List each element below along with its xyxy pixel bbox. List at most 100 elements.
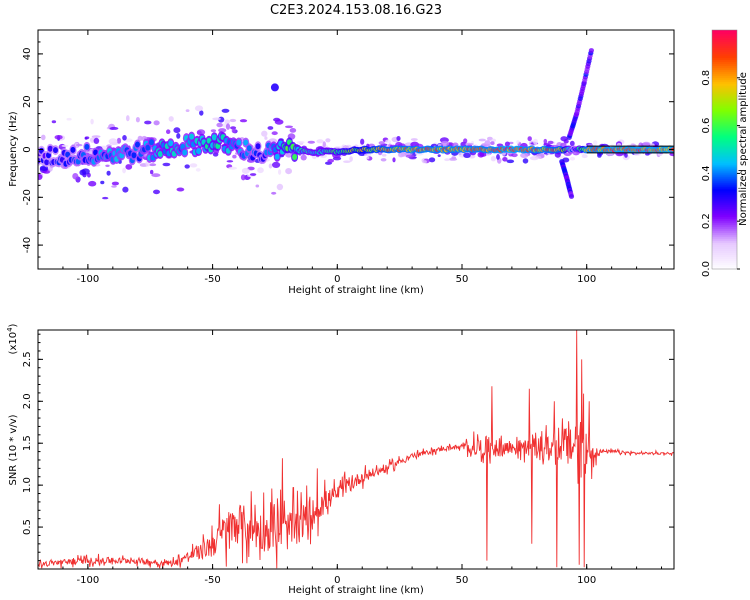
- heatmap-cell: [327, 158, 335, 163]
- heatmap-cell: [53, 147, 58, 154]
- heatmap-cell: [131, 152, 137, 159]
- heatmap-cell: [289, 127, 297, 133]
- heatmap-cell: [307, 140, 315, 144]
- colorbar-segment: [712, 85, 737, 89]
- heatmap-cell: [490, 156, 496, 162]
- heatmap-cell: [105, 164, 110, 167]
- heatmap-cell: [385, 139, 392, 144]
- heatmap-cell: [212, 117, 222, 121]
- heatmap-cell: [241, 167, 250, 174]
- colorbar-segment: [712, 179, 737, 182]
- heatmap-cell: [102, 196, 109, 200]
- colorbar-segment: [712, 171, 737, 174]
- colorbar-segment: [712, 113, 737, 117]
- colorbar-segment: [712, 259, 737, 262]
- colorbar-segment: [712, 101, 737, 105]
- heatmap-cell: [285, 168, 292, 175]
- heatmap-cell: [225, 123, 231, 130]
- bottom-plot-frame: [37, 329, 675, 570]
- y-tick-label: -20: [22, 189, 33, 205]
- heatmap-cell: [345, 144, 352, 149]
- colorbar-segment: [712, 135, 737, 139]
- heatmap-cell: [93, 137, 100, 144]
- heatmap-cell: [516, 140, 520, 144]
- x-tick-label: -50: [204, 274, 220, 285]
- colorbar-segment: [712, 51, 737, 55]
- heatmap-cell: [292, 154, 298, 160]
- x-tick-label: 50: [456, 274, 469, 285]
- colorbar-segment: [712, 227, 737, 230]
- heatmap-cell: [322, 141, 326, 148]
- heatmap-cell: [210, 129, 217, 133]
- heatmap-cell: [149, 163, 157, 167]
- colorbar-segment: [712, 201, 737, 204]
- heatmap-cell: [593, 140, 598, 146]
- colorbar-segment: [712, 91, 737, 95]
- heatmap-cell: [440, 140, 450, 147]
- heatmap-cell: [448, 157, 458, 161]
- heatmap-cell: [529, 156, 539, 161]
- colorbar-segment: [712, 233, 737, 236]
- heatmap-cell: [569, 156, 576, 161]
- colorbar-segment: [712, 231, 737, 234]
- heatmap-cell: [360, 138, 365, 145]
- y-tick-label: 0.5: [22, 519, 33, 535]
- colorbar-segment: [712, 103, 737, 107]
- heatmap-cell: [270, 83, 279, 92]
- snr-line-series: [38, 330, 674, 569]
- colorbar-segment: [712, 245, 737, 248]
- multiplier-close: ): [8, 323, 19, 327]
- colorbar-tick-label: 0.0: [701, 261, 712, 277]
- heatmap-cell: [560, 136, 568, 142]
- colorbar-segment: [712, 181, 737, 184]
- heatmap-cell: [504, 141, 510, 147]
- colorbar-segment: [712, 99, 737, 103]
- colorbar-segment: [712, 267, 737, 270]
- heatmap-cell: [38, 174, 43, 180]
- heatmap-cell: [189, 133, 195, 140]
- colorbar-segment: [712, 39, 737, 43]
- colorbar-segment: [712, 215, 737, 218]
- heatmap-cell: [581, 154, 588, 159]
- heatmap-cell: [231, 128, 236, 133]
- colorbar-segment: [712, 73, 737, 77]
- colorbar-tick-label: 0.2: [701, 213, 712, 229]
- colorbar-segment: [712, 265, 737, 268]
- heatmap-cell: [72, 173, 79, 180]
- heatmap-cell: [116, 137, 122, 144]
- colorbar-segment: [712, 151, 737, 155]
- heatmap-cell: [380, 158, 387, 162]
- heatmap-cell: [47, 145, 53, 152]
- heatmap-cell: [255, 184, 260, 188]
- colorbar-segment: [712, 55, 737, 59]
- x-tick-label: 50: [456, 575, 469, 586]
- heatmap-cell: [168, 116, 174, 122]
- y-tick-label: 1.0: [22, 477, 33, 493]
- y-tick-label: 40: [22, 48, 33, 61]
- colorbar-segment: [712, 249, 737, 252]
- heatmap-cell: [597, 153, 602, 158]
- heatmap-cell: [232, 154, 237, 159]
- colorbar-segment: [712, 219, 737, 222]
- heatmap-cell: [325, 138, 331, 143]
- multiplier-base: (x10: [8, 332, 19, 355]
- colorbar-segment: [712, 129, 737, 133]
- colorbar-segment: [712, 83, 737, 87]
- colorbar-segment: [712, 49, 737, 53]
- heatmap-cell: [144, 120, 152, 125]
- colorbar-segment: [712, 165, 737, 169]
- heatmap-cell: [669, 152, 674, 157]
- heatmap-cell: [487, 136, 493, 141]
- heatmap-cell: [176, 187, 185, 192]
- colorbar: 0.0 0.2 0.4 0.6 0.8: [701, 29, 740, 277]
- heatmap-cell: [54, 135, 63, 140]
- colorbar-segment: [712, 141, 737, 145]
- heatmap-cell: [211, 134, 217, 141]
- heatmap-cell: [41, 134, 46, 141]
- heatmap-cell: [196, 148, 202, 155]
- heatmap-cell: [296, 141, 305, 144]
- colorbar-segment: [712, 169, 737, 173]
- heatmap-cell: [182, 149, 188, 156]
